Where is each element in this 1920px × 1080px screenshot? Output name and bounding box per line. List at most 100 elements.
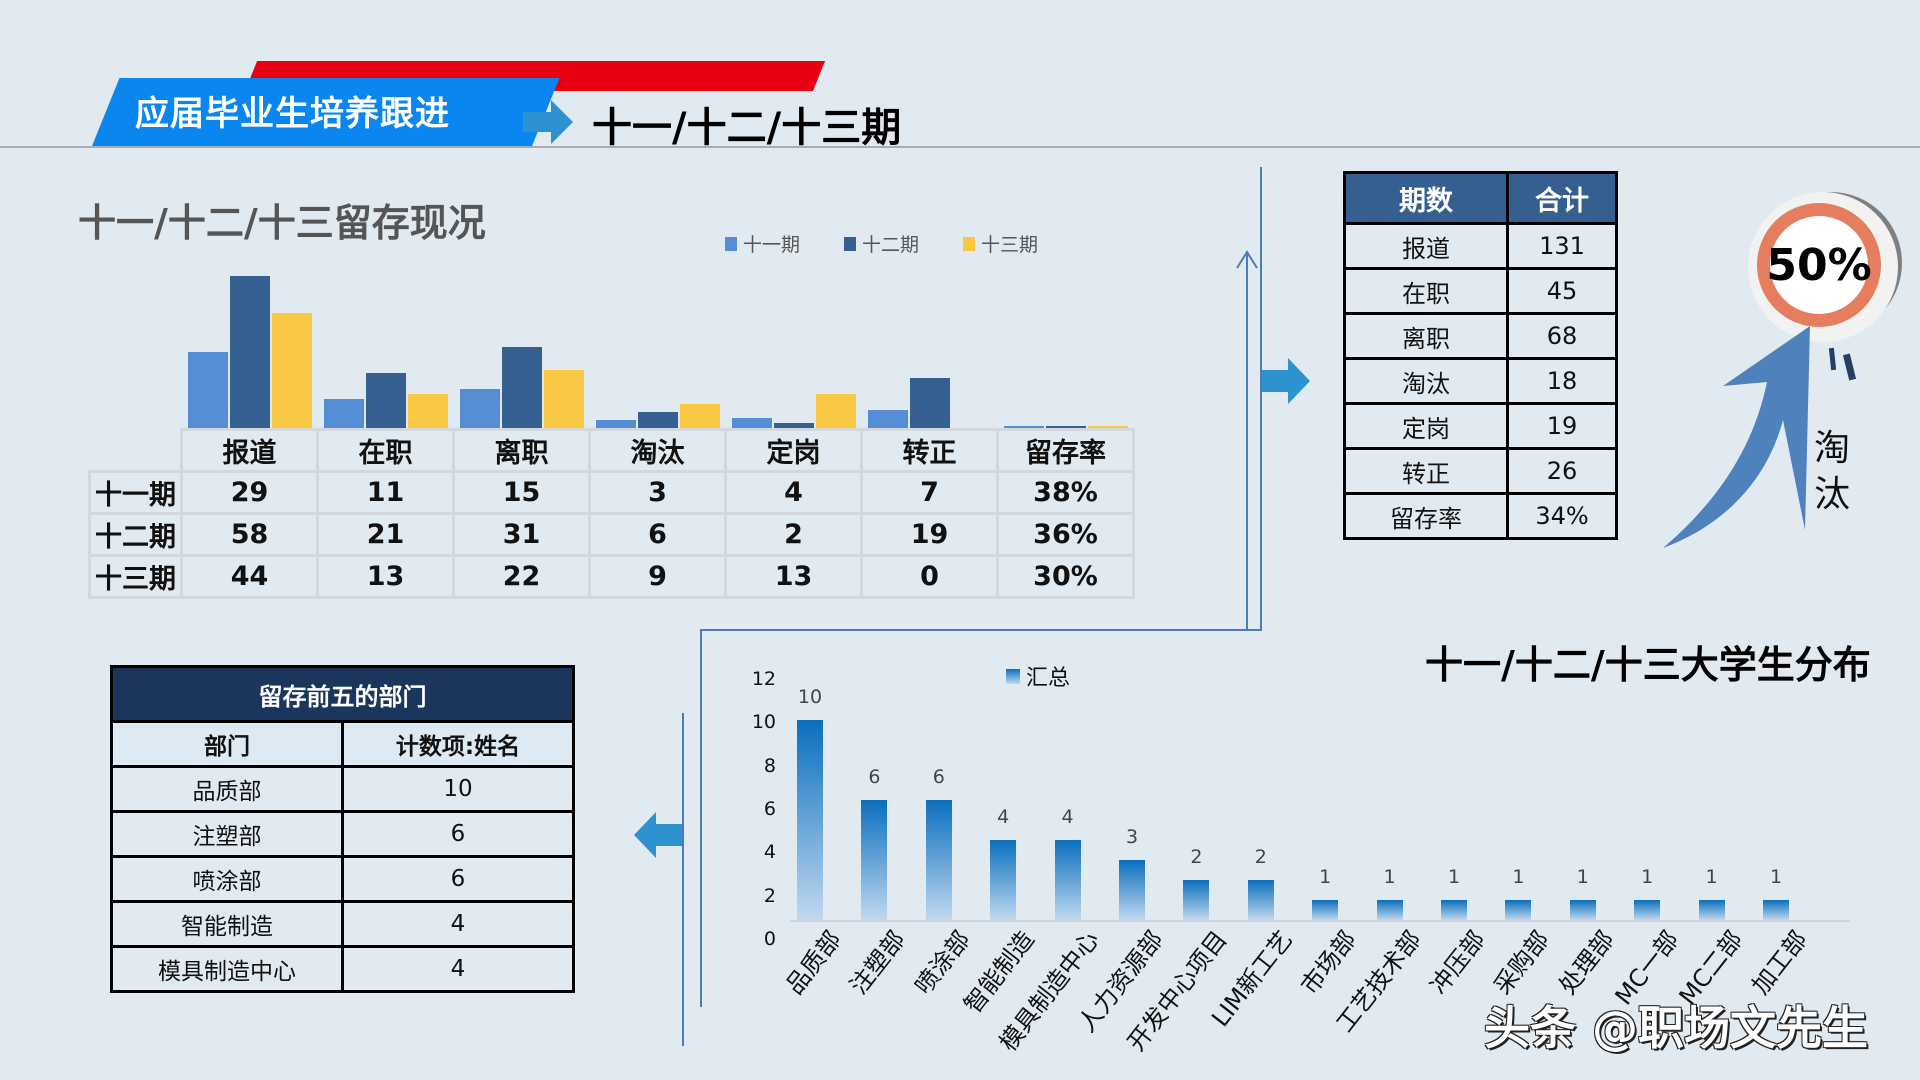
y-tick-label: 10: [751, 711, 776, 734]
connector-line-right: [1260, 167, 1262, 631]
retention-title: 十一/十二/十三留存现况: [78, 201, 486, 245]
bar-value-label: 1: [1576, 866, 1589, 888]
up-arrow-icon: [1235, 250, 1259, 630]
col-header: 转正: [860, 428, 999, 473]
right-arrow-icon: [1262, 358, 1310, 404]
bar-value-label: 6: [868, 766, 881, 788]
retention-bar: [502, 346, 542, 428]
retention-bar: [230, 276, 270, 428]
table-row: 报道 131: [1343, 222, 1618, 270]
distribution-bar: [1312, 900, 1339, 920]
table-row: 离职 68: [1343, 312, 1618, 360]
row-label: 十二期: [88, 512, 183, 557]
totals-table: 期数 合计 报道 131 在职 45 离职 68 淘汰 18 定岗 19 转正 26 留存率…: [1343, 171, 1618, 540]
elimination-label: 淘汰: [1813, 428, 1850, 515]
bar-value-label: 2: [1190, 846, 1203, 868]
table-row: 品质部 10: [110, 765, 575, 813]
retention-bar: [544, 370, 584, 428]
retention-bar: [324, 399, 364, 428]
distribution-bar: [1183, 880, 1210, 920]
table-row: 喷涂部 6: [110, 855, 575, 903]
retention-header-row: 报道 在职 离职 淘汰 定岗 转正 留存率: [89, 428, 1135, 473]
col-header: 在职: [316, 428, 455, 473]
x-axis-label: 采购部: [1488, 925, 1556, 1000]
table-row: 十二期 58 21 31 6 2 19 36%: [88, 512, 1135, 557]
distribution-bar: [861, 800, 888, 920]
retention-bar: [366, 372, 406, 428]
legend-item-12: 十二期: [844, 230, 919, 257]
x-axis-label: 加工部: [1746, 925, 1813, 1000]
y-tick-label: 6: [763, 798, 776, 820]
distribution-bar: [1763, 900, 1789, 920]
legend-item-13: 十三期: [963, 230, 1038, 257]
y-tick-label: 0: [763, 928, 776, 950]
table-row: 在职 45: [1343, 267, 1618, 315]
distribution-bar-chart: 12 10 8 6 4 2 0 10 6 6 4 4 3 2 2 1 1 1 1 1 1 1 1: [752, 660, 1850, 950]
retention-bar: [596, 420, 636, 428]
bar-value-label: 1: [1383, 866, 1396, 888]
table-row: 定岗 19: [1343, 402, 1618, 450]
distribution-bar: [1634, 900, 1661, 920]
badge-ribbon: [1828, 347, 1837, 371]
connector-line-far-left: [682, 713, 684, 1046]
page-title: 应届毕业生培养跟进: [135, 94, 450, 134]
retention-bar: [408, 393, 448, 428]
bar-value-label: 1: [1512, 866, 1525, 888]
legend-item-11: 十一期: [725, 230, 800, 257]
retention-bar: [1046, 426, 1086, 428]
left-arrow-icon: [634, 812, 682, 858]
top-five-table: 留存前五的部门 部门 计数项:姓名 品质部 10 注塑部 6 喷涂部 6 智能制造 4 …: [110, 665, 575, 993]
table-row: 注塑部 6: [110, 810, 575, 858]
distribution-bar: [925, 800, 952, 920]
retention-bar: [460, 388, 500, 428]
bar-value-label: 1: [1319, 866, 1332, 888]
table-row: 智能制造 4: [110, 900, 575, 948]
col-header: 定岗: [724, 428, 863, 473]
bar-value-label: 1: [1705, 866, 1718, 888]
x-axis-label: 注塑部: [844, 925, 912, 1000]
retention-bar: [638, 412, 678, 428]
distribution-bar: [990, 840, 1017, 920]
retention-legend: 十一期 十二期 十三期: [725, 230, 1038, 257]
top-five-title-row: 留存前五的部门: [110, 665, 575, 723]
retention-bar: [680, 404, 720, 428]
watermark: 头条 @职场文先生: [1484, 1001, 1869, 1055]
x-axis-label: 品质部: [780, 925, 847, 1000]
retention-bar: [272, 312, 312, 428]
x-axis: [790, 920, 1850, 922]
curved-arrow-icon: [1655, 320, 1825, 550]
table-row: 十一期 29 11 15 3 4 7 38%: [88, 470, 1135, 515]
table-row: 十三期 44 13 22 9 13 0 30%: [88, 554, 1135, 599]
bar-value-label: 6: [932, 766, 945, 788]
distribution-bar: [1698, 900, 1725, 920]
header-arrow-icon: [523, 100, 573, 144]
table-row: 淘汰 18: [1343, 357, 1618, 405]
retention-table: 报道 在职 离职 淘汰 定岗 转正 留存率 十一期 29 11 15 3 4 7…: [88, 428, 1135, 599]
distribution-bar: [1376, 900, 1403, 920]
bar-value-label: 3: [1125, 826, 1139, 848]
distribution-bar: [1505, 900, 1532, 920]
totals-header-row: 期数 合计: [1343, 171, 1618, 225]
distribution-bar: [1569, 900, 1596, 920]
distribution-legend: 汇总: [1006, 660, 1070, 692]
distribution-bar: [1441, 900, 1467, 920]
distribution-bar: [1119, 860, 1145, 920]
col-header: 留存率: [996, 428, 1135, 473]
bar-value-label: 4: [1061, 806, 1074, 828]
connector-line-left: [700, 629, 702, 1007]
y-tick-label: 8: [763, 754, 776, 777]
distribution-bar: [1247, 880, 1274, 920]
retention-bar-chart: [180, 260, 1134, 428]
row-label: 十一期: [88, 470, 183, 515]
y-tick-label: 12: [751, 668, 776, 690]
retention-bar: [816, 393, 856, 428]
distribution-title: 十一/十二/十三大学生分布: [1425, 643, 1871, 687]
bar-value-label: 1: [1447, 866, 1461, 888]
col-header: 淘汰: [588, 428, 727, 473]
table-row: 留存率 34%: [1343, 492, 1618, 540]
page-subtitle: 十一/十二/十三期: [592, 105, 902, 151]
retention-bar: [774, 422, 814, 428]
y-tick-label: 2: [763, 884, 776, 907]
distribution-bar: [1054, 840, 1081, 920]
distribution-bar: [797, 720, 823, 920]
